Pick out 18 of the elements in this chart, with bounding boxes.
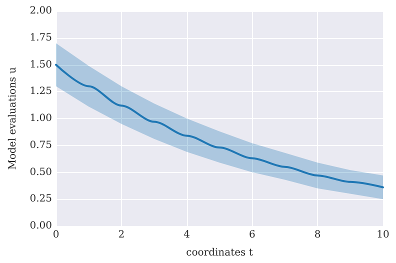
x-tick-label: 10 (376, 230, 390, 240)
y-tick-label: 0.25 (30, 194, 52, 205)
x-tick-label: 8 (314, 230, 321, 240)
x-tick-label: 0 (52, 230, 60, 240)
y-tick-label: 1.00 (30, 113, 52, 124)
y-tick-label: 1.50 (30, 59, 52, 70)
y-axis-title: Model evaluations u (8, 66, 18, 170)
y-tick-label: 0.00 (30, 220, 52, 232)
y-tick-label: 2.00 (30, 6, 52, 16)
y-tick-label: 0.75 (30, 140, 52, 151)
x-tick-label: 4 (184, 230, 190, 240)
y-tick-label: 0.50 (30, 166, 52, 178)
y-tick-label: 1.75 (30, 32, 52, 44)
line-series (55, 64, 384, 188)
y-tick-label: 1.25 (30, 86, 52, 98)
x-tick-label: 6 (249, 230, 256, 240)
x-axis-title: coordinates t (186, 248, 253, 258)
x-tick-label: 2 (118, 230, 125, 240)
